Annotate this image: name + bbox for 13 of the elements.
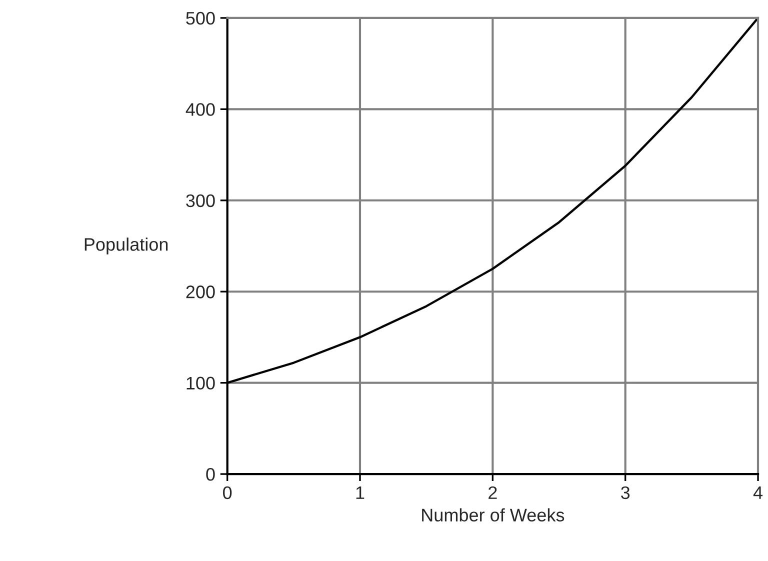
y-tick-label: 300 bbox=[186, 194, 215, 208]
y-tick-label: 500 bbox=[186, 12, 215, 25]
x-tick-label: 2 bbox=[488, 486, 497, 499]
x-tick-label: 1 bbox=[356, 486, 364, 499]
y-tick-label: 200 bbox=[186, 286, 215, 298]
x-tick-label: 3 bbox=[621, 486, 630, 500]
x-tick-label: 4 bbox=[753, 486, 763, 499]
y-axis-title: Population bbox=[84, 238, 168, 254]
x-tick-label: 0 bbox=[223, 486, 232, 500]
y-tick-label: 100 bbox=[186, 376, 215, 390]
y-tick-label: 0 bbox=[206, 468, 215, 481]
x-axis-title: Number of Weeks bbox=[422, 508, 564, 522]
y-tick-label: 400 bbox=[186, 103, 215, 116]
